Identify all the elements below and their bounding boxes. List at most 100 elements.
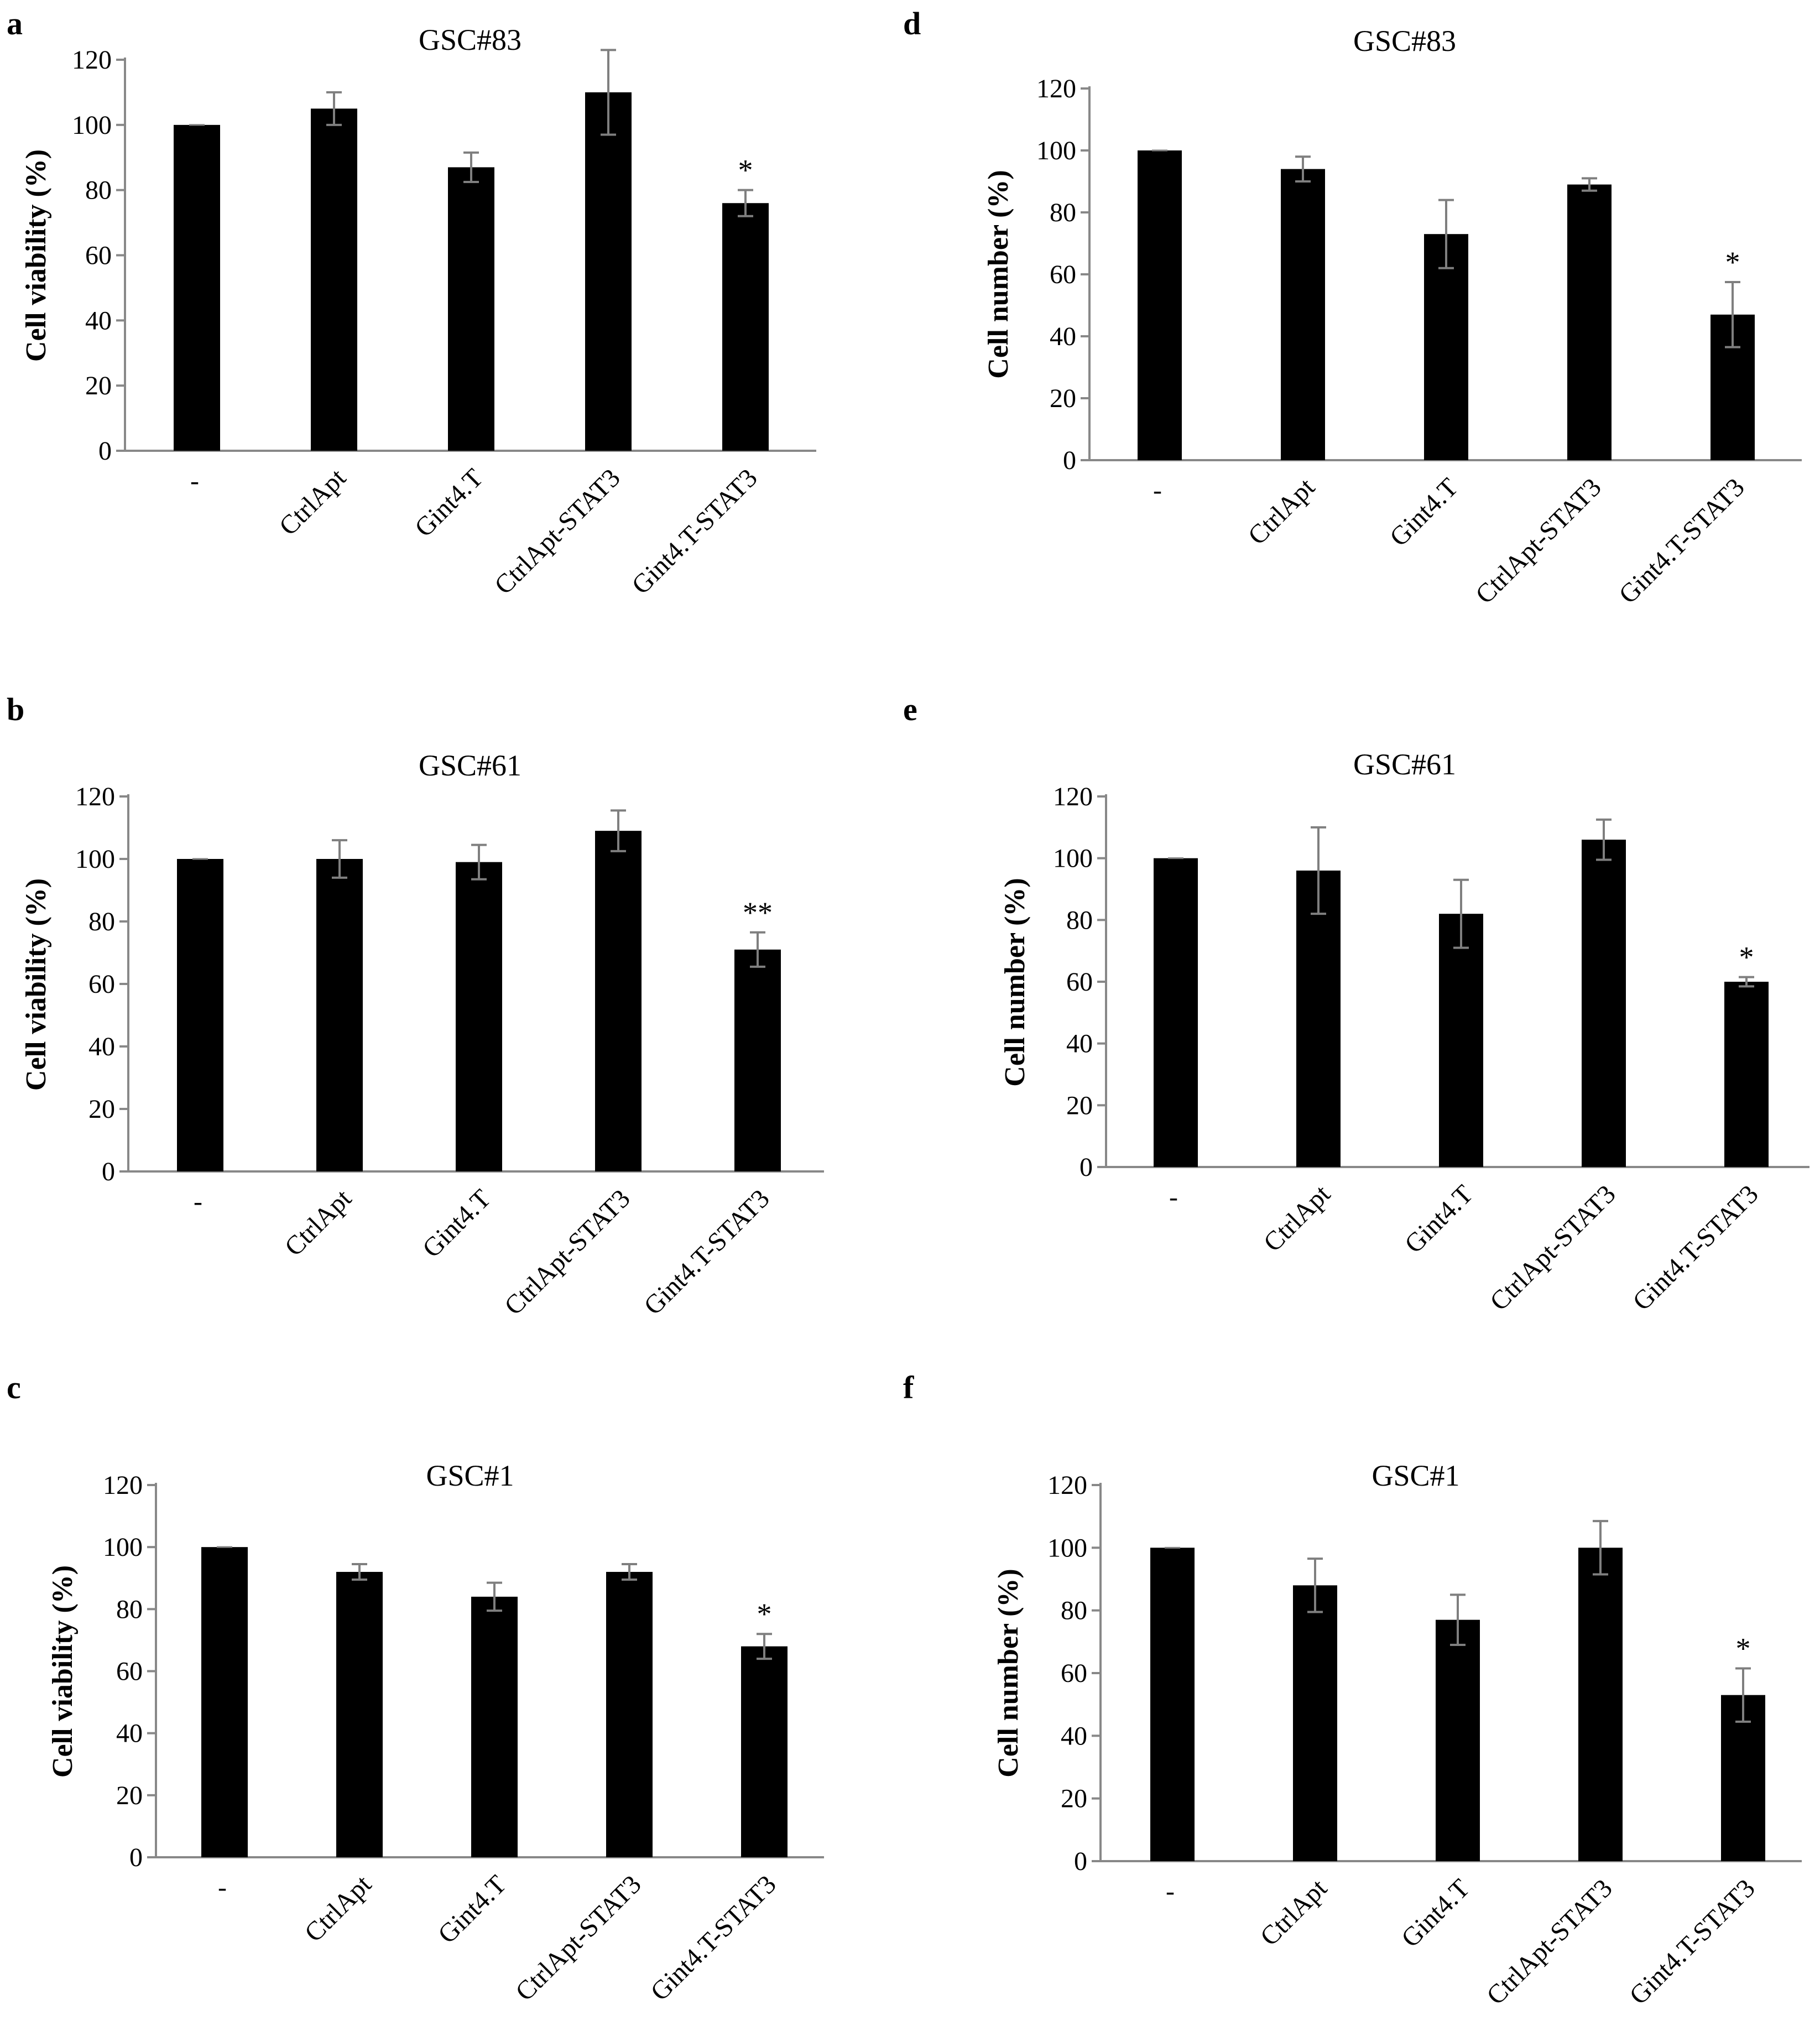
bar	[448, 167, 494, 451]
bar	[174, 124, 220, 451]
x-tick-label: Gint4.T-STAT3	[638, 1184, 775, 1321]
chart-panel-c: c GSC#1 Cell viability (%) 0 20 40 60 80 100 120 -…	[7, 1369, 824, 2007]
chart-panel-f: f GSC#1 Cell number (%) 0 20 40 60 80 100 120 - Ctr…	[903, 1369, 1802, 2010]
y-tick-label: 100	[75, 845, 115, 874]
significance-marker: *	[738, 154, 753, 187]
x-tick-label: CtrlApt-STAT3	[1484, 1179, 1621, 1316]
bar	[311, 108, 357, 451]
significance-marker: **	[743, 896, 773, 929]
x-tick-label: CtrlApt	[274, 463, 352, 541]
y-axis-label: Cell number (%)	[999, 878, 1031, 1086]
bar	[1296, 871, 1341, 1167]
bar	[585, 92, 632, 451]
x-tick-label: Gint4.T	[417, 1184, 497, 1263]
x-tick-label: Gint4.T	[1396, 1873, 1475, 1953]
y-tick-label: 80	[116, 1595, 143, 1624]
chart-panel-a: a GSC#83 Cell viability (%) 0 20 40 60 80 100 120…	[7, 6, 816, 600]
y-tick-label: 20	[88, 1095, 115, 1124]
y-tick-label: 120	[1053, 782, 1093, 811]
x-tick-label: -	[1169, 1183, 1178, 1212]
bar	[336, 1572, 383, 1857]
bar	[1154, 858, 1198, 1167]
chart-panel-d: d GSC#83 Cell number (%) 0 20 40 60 80 100 120 - Ct…	[903, 6, 1802, 610]
panel-letter: d	[903, 6, 921, 41]
x-tick-label: -	[194, 1187, 202, 1216]
bar	[316, 859, 363, 1171]
y-tick-label: 40	[85, 306, 112, 335]
y-tick-label: 0	[1063, 446, 1076, 475]
x-tick-label: Gint4.T-STAT3	[626, 463, 763, 600]
bar	[471, 1596, 518, 1857]
x-tick-label: Gint4.T-STAT3	[1624, 1873, 1761, 2010]
chart-title: GSC#83	[1353, 24, 1456, 58]
y-tick-label: 60	[1066, 967, 1093, 997]
y-axis-label: Cell viability (%)	[47, 1565, 79, 1778]
panel-letter: f	[903, 1369, 914, 1405]
chart-title: GSC#61	[1353, 748, 1456, 781]
bar	[177, 859, 223, 1171]
y-axis-label: Cell number (%)	[993, 1569, 1024, 1777]
bar	[1578, 1548, 1623, 1861]
significance-marker: *	[1736, 1632, 1751, 1665]
x-tick-label: CtrlApt-STAT3	[1470, 472, 1607, 610]
y-tick-label: 120	[103, 1471, 143, 1500]
y-tick-label: 120	[75, 782, 115, 811]
y-tick-label: 20	[1061, 1784, 1087, 1814]
bar	[1150, 1548, 1195, 1861]
bar	[1582, 840, 1626, 1167]
y-tick-label: 80	[1061, 1596, 1087, 1626]
x-tick-label: Gint4.T-STAT3	[645, 1869, 782, 2007]
x-tick-label: CtrlApt	[1255, 1873, 1333, 1952]
y-tick-label: 40	[116, 1719, 143, 1748]
y-tick-label: 100	[103, 1533, 143, 1562]
x-tick-label: Gint4.T	[1399, 1179, 1479, 1259]
y-axis-label: Cell number (%)	[983, 170, 1014, 378]
x-tick-label: CtrlApt	[1258, 1179, 1337, 1258]
y-tick-label: 40	[1066, 1029, 1093, 1059]
bar	[1724, 982, 1769, 1167]
panel-letter: e	[903, 691, 917, 727]
y-tick-label: 40	[1061, 1721, 1087, 1751]
y-tick-label: 80	[1050, 198, 1076, 227]
chart-panel-e: e GSC#61 Cell number (%) 0 20 40 60 80 100 120 - Ct…	[903, 691, 1809, 1316]
chart-title: GSC#83	[419, 23, 522, 56]
bar	[1439, 914, 1483, 1167]
y-tick-label: 0	[102, 1157, 115, 1186]
y-tick-label: 120	[1036, 74, 1076, 103]
y-tick-label: 100	[1036, 136, 1076, 165]
bar	[1424, 234, 1468, 460]
x-tick-label: CtrlApt-STAT3	[489, 463, 626, 600]
y-tick-label: 60	[1061, 1659, 1087, 1688]
y-tick-label: 0	[98, 436, 112, 466]
y-tick-label: 100	[72, 111, 112, 140]
y-tick-label: 0	[1074, 1847, 1087, 1876]
x-tick-label: -	[190, 466, 199, 496]
chart-title: GSC#61	[419, 749, 522, 782]
x-tick-label: Gint4.T	[432, 1869, 512, 1949]
significance-marker: *	[1725, 246, 1740, 279]
y-tick-label: 60	[85, 241, 112, 270]
y-tick-label: 80	[85, 176, 112, 205]
x-tick-label: CtrlApt	[299, 1869, 378, 1948]
x-tick-label: CtrlApt	[1243, 472, 1321, 551]
x-tick-label: CtrlApt	[279, 1184, 358, 1262]
y-tick-label: 100	[1047, 1533, 1087, 1562]
x-tick-label: Gint4.T-STAT3	[1627, 1179, 1764, 1316]
y-tick-label: 80	[88, 907, 115, 936]
x-tick-label: CtrlApt-STAT3	[1481, 1873, 1618, 2010]
panel-letter: b	[7, 691, 24, 727]
y-tick-label: 20	[85, 371, 112, 400]
bar	[1293, 1585, 1337, 1861]
chart-panel-b: b GSC#61 Cell viability (%) 0 20 40 60 80 100 120…	[7, 691, 824, 1321]
x-tick-label: CtrlApt-STAT3	[510, 1869, 647, 2007]
y-axis-label: Cell viability (%)	[20, 149, 52, 362]
y-tick-label: 20	[1050, 384, 1076, 413]
significance-marker: *	[757, 1597, 772, 1631]
bar	[606, 1572, 653, 1857]
x-tick-label: -	[1153, 476, 1162, 505]
y-tick-label: 60	[1050, 260, 1076, 289]
significance-marker: *	[1739, 941, 1754, 974]
x-tick-label: -	[1166, 1877, 1175, 1906]
bar	[1436, 1619, 1480, 1861]
